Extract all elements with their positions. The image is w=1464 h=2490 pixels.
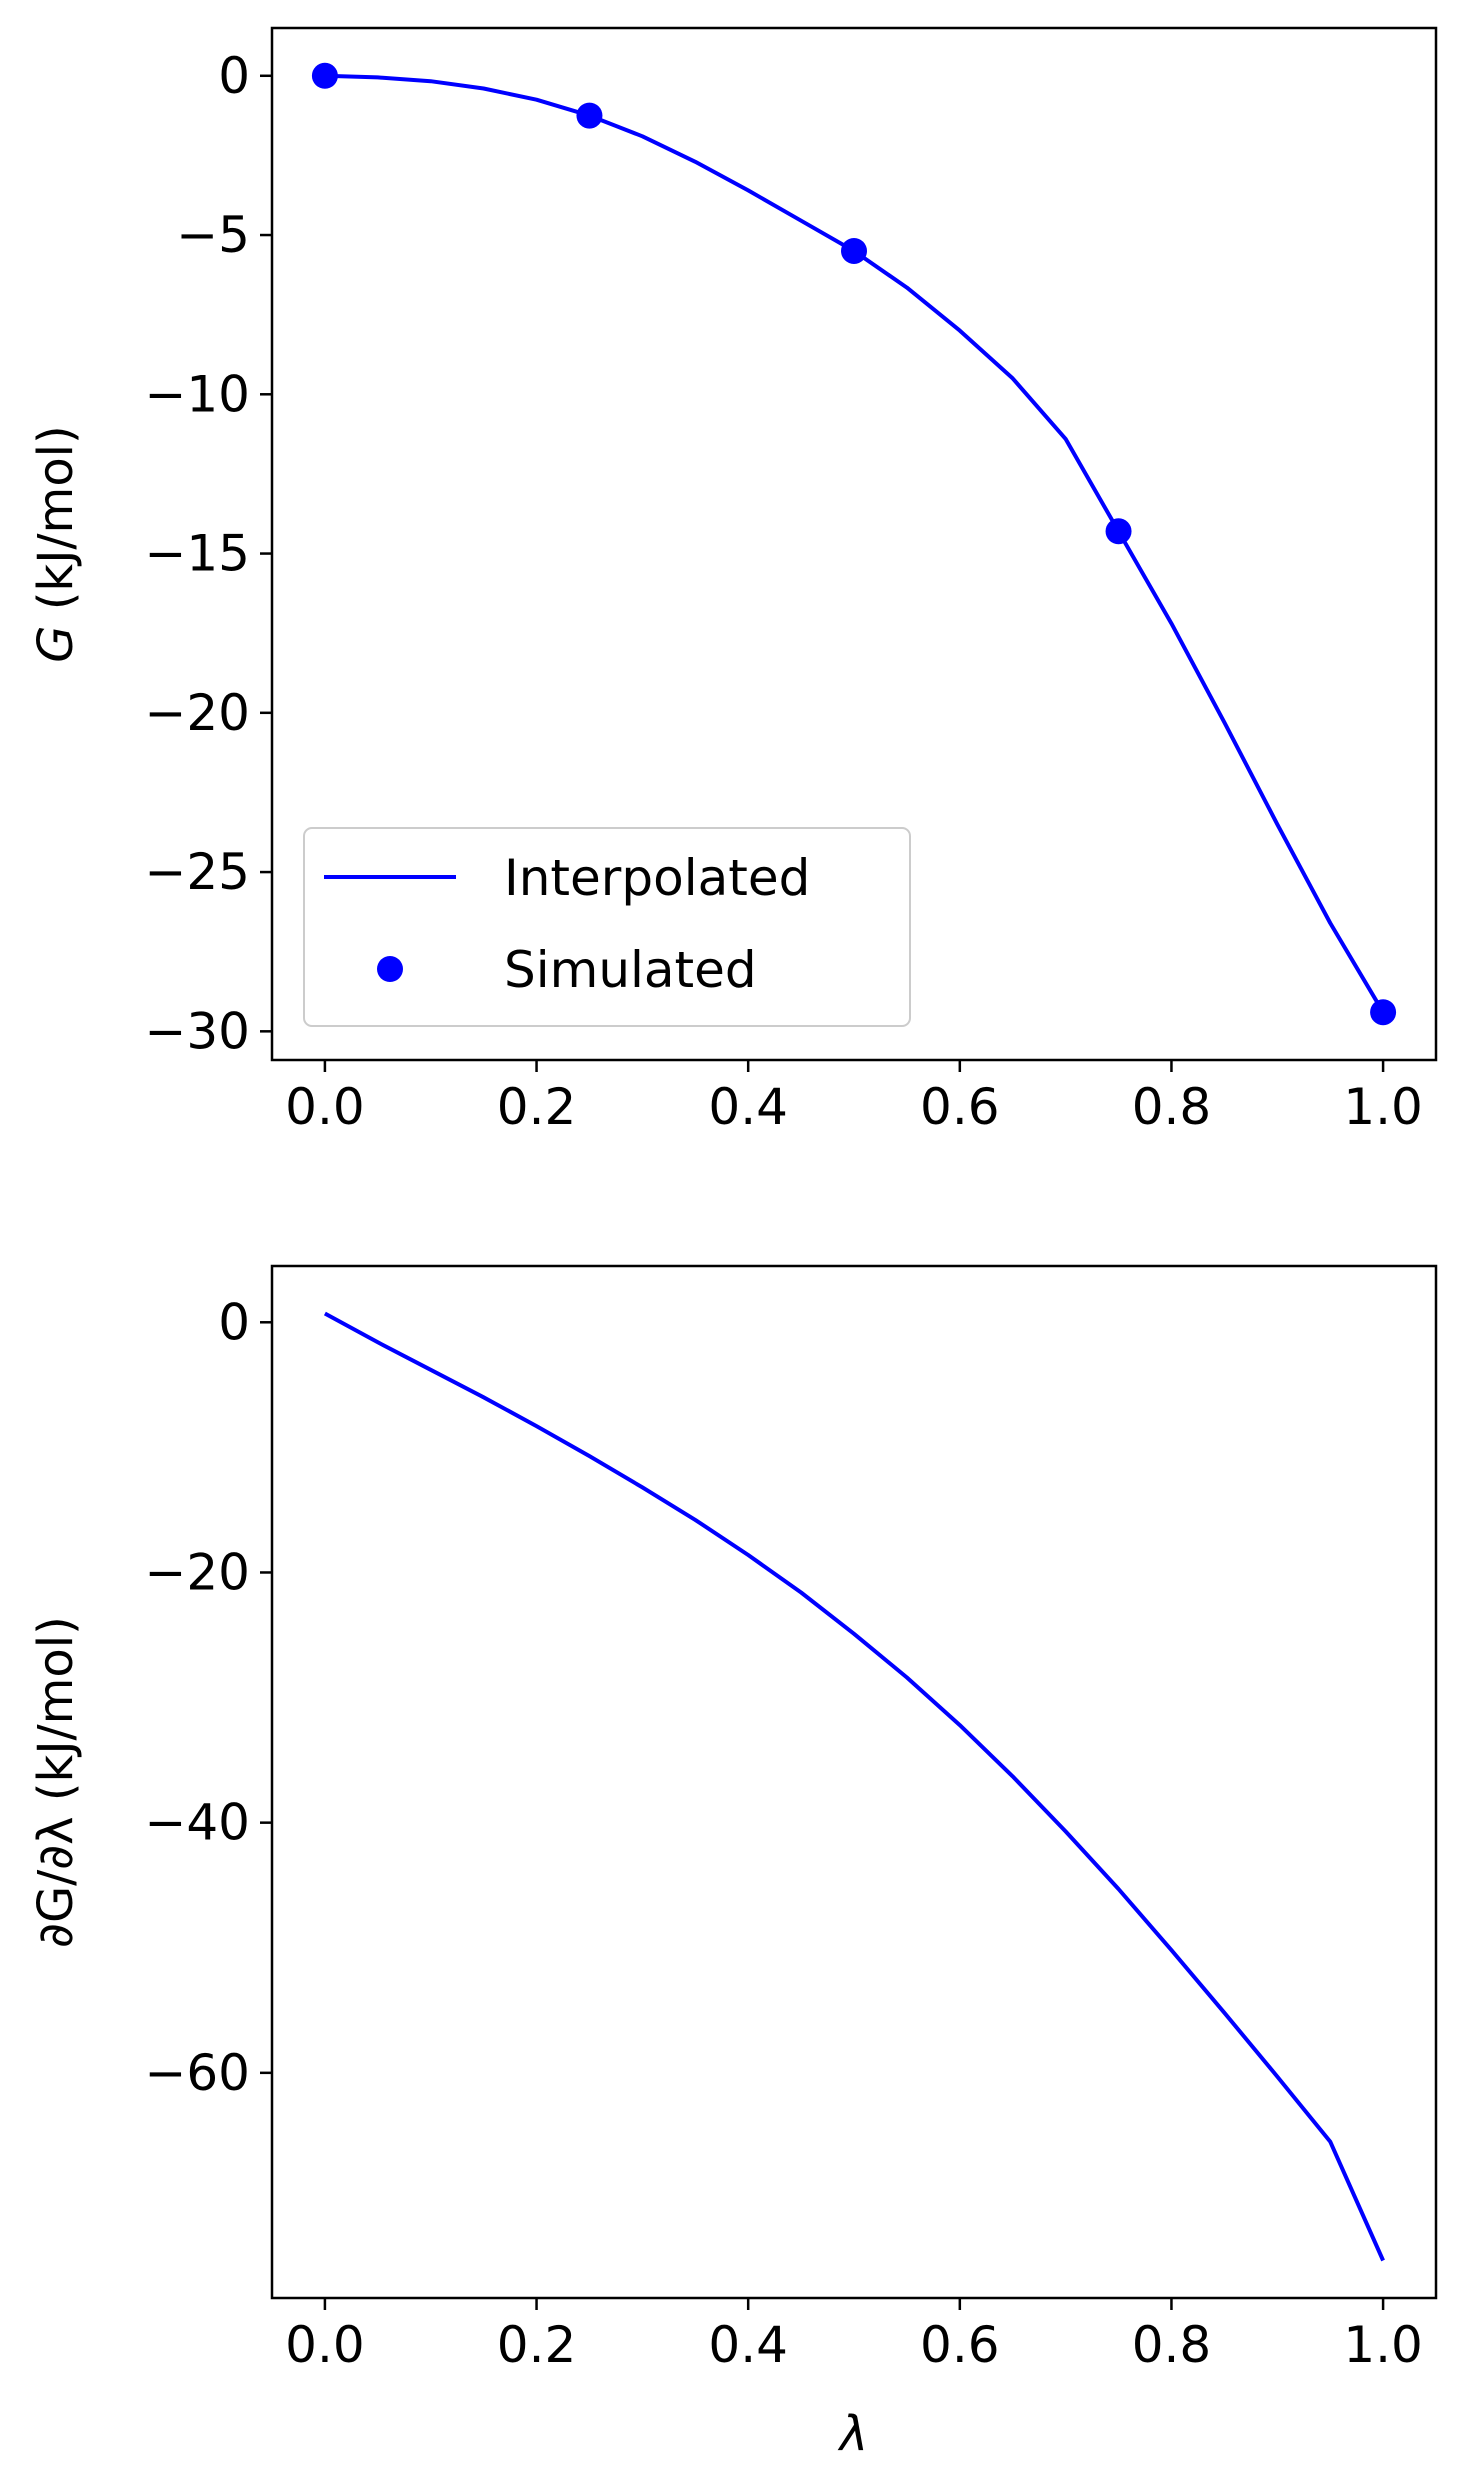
legend-label-simulated: Simulated: [504, 941, 757, 999]
bottom-x-tick-label: 0.6: [920, 2316, 1000, 2374]
top-y-tick-label: −15: [144, 525, 250, 583]
bottom-y-axis-label: ∂G/∂λ (kJ/mol): [28, 1616, 84, 1948]
top-y-tick-label: 0: [218, 47, 250, 105]
top-ticks: 0.0 0.2 0.4 0.6 0.8 1.0 0 −5 −10 −15 −20 −25 −30: [144, 47, 1422, 1136]
bottom-x-tick-label: 0.0: [285, 2316, 365, 2374]
top-x-tick-label: 0.8: [1132, 1078, 1212, 1136]
bottom-y-tick-label: −40: [144, 1794, 250, 1852]
top-y-tick-label: −5: [176, 206, 250, 264]
bottom-x-tick-label: 0.8: [1132, 2316, 1212, 2374]
bottom-x-axis-label: λ: [837, 2406, 868, 2462]
top-y-tick-label: −25: [144, 843, 250, 901]
top-y-tick-label: −20: [144, 684, 250, 742]
bottom-plot-frame: [270, 1264, 1438, 2300]
bottom-x-tick-label: 0.4: [708, 2316, 788, 2374]
top-x-tick-label: 0.0: [285, 1078, 365, 1136]
bottom-marks: [323, 1311, 1385, 2262]
top-y-tick-label: −10: [144, 365, 250, 423]
bottom-x-tick-label: 0.2: [497, 2316, 577, 2374]
legend-label-interpolated: Interpolated: [504, 849, 810, 907]
bottom-x-tick-label: 1.0: [1343, 2316, 1423, 2374]
top-x-tick-label: 0.4: [708, 1078, 788, 1136]
legend-marker-swatch: [377, 956, 403, 982]
top-plot-frame: [270, 26, 1438, 1062]
legend: Interpolated Simulated: [303, 827, 911, 1027]
bottom-ticks: 0.0 0.2 0.4 0.6 0.8 1.0 0 −20 −40 −60: [144, 1293, 1422, 2374]
bottom-series-line: [323, 1311, 1385, 2262]
top-y-axis-label: G (kJ/mol): [28, 425, 84, 663]
bottom-chart: 0.0 0.2 0.4 0.6 0.8 1.0 0 −20 −40 −60 ∂G/∂λ (kJ/m…: [28, 1264, 1438, 2462]
top-marks: [311, 62, 1397, 1026]
top-y-tick-label: −30: [144, 1002, 250, 1060]
top-data-point: [311, 62, 338, 89]
bottom-y-tick-label: −20: [144, 1543, 250, 1601]
top-data-point: [1370, 999, 1397, 1026]
top-data-point: [841, 237, 867, 264]
top-data-point: [1105, 518, 1132, 545]
top-x-tick-label: 0.2: [497, 1078, 577, 1136]
top-x-tick-label: 1.0: [1343, 1078, 1423, 1136]
top-x-tick-label: 0.6: [920, 1078, 1000, 1136]
bottom-y-tick-label: −60: [144, 2044, 250, 2102]
bottom-y-tick-label: 0: [218, 1293, 250, 1351]
top-chart: 0.0 0.2 0.4 0.6 0.8 1.0 0 −5 −10 −15 −20 −25 −30 G (…: [28, 26, 1438, 1136]
top-data-point: [576, 102, 603, 129]
